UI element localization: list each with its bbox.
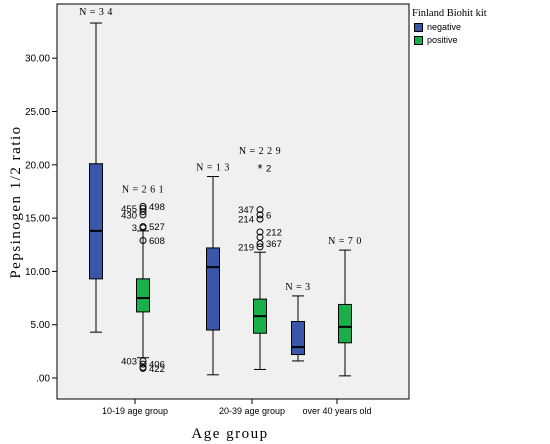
outlier-label: 527 [149, 222, 165, 233]
outlier-point [256, 240, 264, 248]
outlier-label: 6 [266, 210, 271, 221]
x-tick-label: 20-39 age group [219, 406, 285, 416]
box-body [136, 278, 150, 313]
outlier-point [256, 215, 264, 223]
n-label: N = 2 6 1 [122, 184, 164, 195]
outlier-label: 3 [132, 223, 137, 234]
x-axis: 10-19 age group 20-39 age group over 40 ye… [102, 399, 372, 416]
plot-area [56, 3, 410, 400]
outlier-point [256, 243, 264, 251]
box-body [338, 303, 352, 344]
outlier-label: 608 [149, 236, 165, 247]
outlier-label: 455 [121, 204, 137, 215]
outlier-point [139, 211, 147, 219]
x-axis-label: Age group [191, 426, 268, 442]
outlier-label: 430 [121, 210, 137, 221]
box-negative-3: N = 3 [285, 282, 310, 362]
outlier-point [139, 360, 147, 368]
n-label: N = 3 [285, 282, 310, 293]
box-negative-2: N = 1 3 [196, 163, 230, 376]
outlier-point [256, 211, 264, 219]
outlier-label: 498 [149, 202, 165, 213]
outlier-point [256, 228, 264, 236]
outlier-label: 219 [238, 242, 254, 253]
y-tick-label: 20.00 [25, 160, 50, 171]
y-axis: .00 5.00 10.00 15.00 20.00 25.00 30.00 [25, 54, 57, 385]
legend-item-negative: negative [414, 22, 548, 32]
legend-item-positive: positive [414, 35, 548, 45]
legend-swatch-negative [414, 22, 423, 32]
n-label: N = 7 0 [328, 236, 362, 247]
y-tick-label: 5.00 [31, 320, 51, 331]
legend-title: Finland Biohit kit [412, 8, 487, 19]
box-positive-3: N = 7 0 [328, 236, 362, 377]
outlier-label: 214 [238, 215, 254, 226]
outlier-label: 212 [266, 227, 282, 238]
box-body [206, 247, 220, 331]
outlier-point [139, 208, 147, 216]
y-tick-label: 10.00 [25, 267, 50, 278]
outlier-point [139, 364, 147, 372]
legend-label-negative: negative [427, 22, 462, 32]
y-tick-label: 30.00 [25, 54, 50, 65]
outlier-star: * [257, 161, 262, 176]
outlier-point [256, 206, 264, 214]
outlier-label: 406 [149, 360, 165, 371]
outlier-label: 422 [149, 364, 165, 375]
n-label: N = 3 4 [79, 7, 113, 18]
x-tick-label: 10-19 age group [102, 406, 168, 416]
legend-swatch-positive [414, 35, 423, 45]
outlier-label: 367 [266, 239, 282, 250]
box-body [89, 163, 103, 280]
n-label: N = 1 3 [196, 163, 230, 174]
box-body [291, 321, 305, 356]
outlier-point [139, 202, 147, 210]
box-negative-1: N = 3 4 [79, 7, 113, 333]
n-label: N = 2 2 9 [239, 146, 281, 157]
legend: Finland Biohit kit negative positive [412, 8, 548, 45]
legend-label-positive: positive [427, 35, 458, 45]
y-tick-label: 25.00 [25, 107, 50, 118]
outlier-point [139, 236, 147, 244]
outlier-label: 347 [238, 205, 254, 216]
outlier-point [139, 224, 147, 232]
y-tick-label: 15.00 [25, 214, 50, 225]
y-axis-label: Pepsinogen 1/2 ratio [8, 125, 24, 278]
y-tick-label: .00 [36, 374, 50, 385]
outlier-label: 2 [266, 163, 271, 174]
x-tick-label: over 40 years old [302, 406, 371, 416]
outlier-label: 403 [121, 356, 137, 367]
